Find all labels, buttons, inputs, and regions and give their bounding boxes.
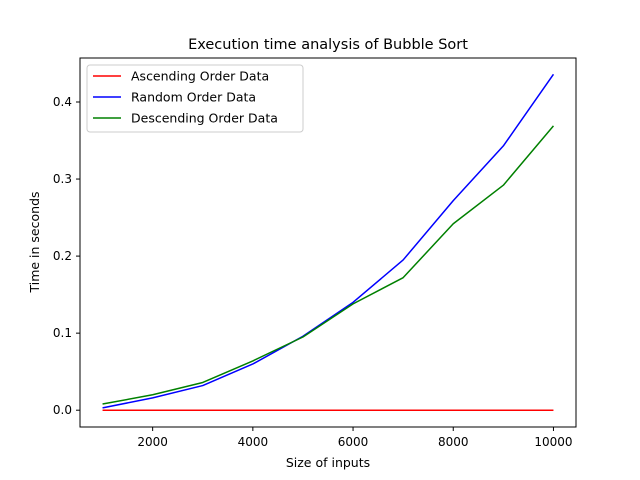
y-tick-label: 0.4 <box>53 95 72 109</box>
series-line-2 <box>102 125 555 405</box>
series-line-1 <box>102 73 555 409</box>
plot-lines <box>102 73 555 411</box>
y-axis-ticks: 0.0 0.1 0.2 0.3 0.4 <box>53 95 80 417</box>
y-tick-label: 0.0 <box>53 403 72 417</box>
x-axis-label: Size of inputs <box>286 455 370 470</box>
legend: Ascending Order Data Random Order Data Des… <box>86 64 304 133</box>
legend-items: Ascending Order Data Random Order Data Des… <box>93 69 278 126</box>
legend-label-1: Random Order Data <box>131 90 256 105</box>
x-tick-label: 10000 <box>534 435 572 449</box>
y-axis-label: Time in seconds <box>27 191 42 293</box>
x-axis-ticks: 2000 4000 6000 8000 10000 <box>137 427 573 449</box>
x-tick-label: 6000 <box>338 435 369 449</box>
y-tick-label: 0.3 <box>53 172 72 186</box>
x-tick-label: 2000 <box>137 435 168 449</box>
legend-label-2: Descending Order Data <box>131 111 278 126</box>
x-tick-label: 8000 <box>438 435 469 449</box>
x-tick-label: 4000 <box>238 435 269 449</box>
legend-label-0: Ascending Order Data <box>131 69 269 84</box>
y-tick-label: 0.2 <box>53 249 72 263</box>
chart-title: Execution time analysis of Bubble Sort <box>188 37 468 53</box>
y-tick-label: 0.1 <box>53 326 72 340</box>
legend-box <box>86 64 304 133</box>
plot-frame <box>79 57 577 428</box>
